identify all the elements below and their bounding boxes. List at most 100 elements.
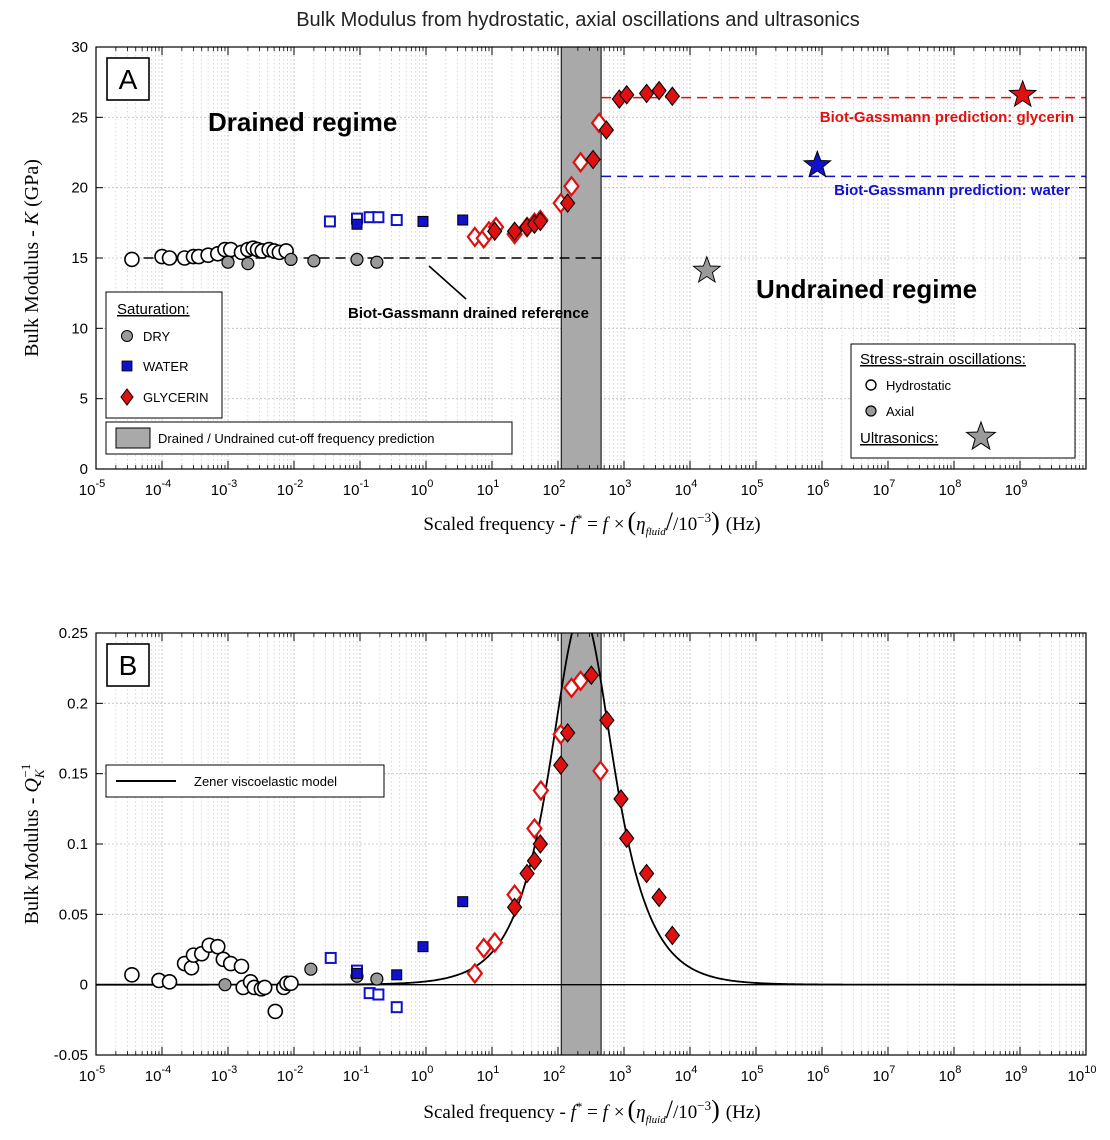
model-legend: Zener viscoelastic model xyxy=(105,764,385,798)
y-tick-label: 30 xyxy=(71,39,88,56)
x-tick-label: 108 xyxy=(939,478,962,499)
panel-a-label-box xyxy=(106,57,150,101)
glycerin-axial-point xyxy=(664,925,681,946)
panel-b-ylabel: Bulk Modulus - QK−1 xyxy=(18,764,47,925)
panel-a-reference-lines xyxy=(127,96,1086,259)
glycerin-axial-point xyxy=(506,221,523,242)
x-tick-label: 107 xyxy=(873,478,896,499)
glycerin-axial-point xyxy=(585,149,601,170)
legend-hydrostatic-label: Hydrostatic xyxy=(886,378,952,393)
glycerin-hydrostatic-point xyxy=(532,779,550,802)
y-tick-label: 0.15 xyxy=(59,766,88,783)
y-tick-label: 0.25 xyxy=(59,625,88,642)
x-tick-label: 106 xyxy=(807,1064,830,1085)
y-tick-label: 0.1 xyxy=(67,836,88,853)
glycerin-axial-point xyxy=(664,86,681,107)
legend-glycerin-marker xyxy=(120,388,134,406)
x-tick-label: 10-5 xyxy=(79,1064,105,1085)
x-tick-label: 1010 xyxy=(1068,1064,1097,1085)
x-tick-label: 101 xyxy=(477,1064,500,1085)
dry-hydrostatic-point xyxy=(161,250,178,266)
glycerin-axial-point xyxy=(583,665,600,686)
dry-axial-point xyxy=(307,254,321,268)
x-tick-label: 109 xyxy=(1005,478,1028,499)
dry-hydrostatic-point xyxy=(124,251,140,268)
water-axial-point xyxy=(457,896,469,908)
x-tick-label: 103 xyxy=(609,1064,632,1085)
cutoff-legend-label: Drained / Undrained cut-off frequency pr… xyxy=(158,431,435,446)
x-tick-label: 10-2 xyxy=(277,1064,303,1085)
dry-axial-point xyxy=(221,255,235,269)
glycerin-hydrostatic-point xyxy=(486,931,504,954)
panel-b-cutoff-band xyxy=(560,632,602,1056)
panel-b-label: B xyxy=(119,650,138,681)
dry-ultrasonics-point xyxy=(692,255,722,284)
legend-dry-label: DRY xyxy=(143,329,171,344)
cutoff-legend: Drained / Undrained cut-off frequency pr… xyxy=(105,421,513,455)
glycerin-ultrasonics-point xyxy=(1008,79,1038,108)
saturation-legend-title: Saturation: xyxy=(117,301,190,318)
legend-axial-marker xyxy=(865,405,877,417)
cutoff-legend-box xyxy=(105,421,513,455)
legend-glycerin-label: GLYCERIN xyxy=(143,390,209,405)
y-tick-label: 25 xyxy=(71,109,88,126)
glycerin-axial-point xyxy=(506,897,523,918)
y-tick-label: 10 xyxy=(71,320,88,337)
model-legend-label: Zener viscoelastic model xyxy=(194,774,337,789)
glycerin-axial-point xyxy=(599,710,615,731)
bg-water-label: Biot-Gassmann prediction: water xyxy=(834,182,1070,199)
glycerin-axial-point xyxy=(638,83,655,104)
panel-b-data-points xyxy=(124,665,681,1020)
drained-reference-pointer xyxy=(428,265,467,300)
x-tick-label: 109 xyxy=(1005,1064,1028,1085)
x-tick-label: 10-3 xyxy=(211,1064,237,1085)
dry-hydrostatic-point xyxy=(161,974,178,990)
panel-b-ticks: -0.05 0 0.05 0.1 0.15 0.2 0.25 10-5 10-4 10-3 10-2… xyxy=(54,625,1097,1085)
water-hydrostatic-point xyxy=(390,214,403,227)
water-axial-point xyxy=(351,218,363,230)
water-axial-point xyxy=(457,214,469,226)
x-tick-label: 107 xyxy=(873,1064,896,1085)
legend-water-marker xyxy=(121,360,133,372)
water-ultrasonics-point xyxy=(802,149,832,178)
cutoff-legend-swatch xyxy=(115,427,151,449)
glycerin-axial-point xyxy=(651,80,667,101)
dry-axial-point xyxy=(284,252,298,267)
dry-axial-point xyxy=(218,978,232,992)
legend-star-shape xyxy=(965,420,997,451)
y-tick-label: -0.05 xyxy=(54,1047,88,1064)
dry-hydrostatic-point xyxy=(209,938,226,955)
panel-a-ylabel: Bulk Modulus - K (GPa) xyxy=(21,159,43,357)
x-tick-label: 10-4 xyxy=(145,478,171,499)
panel-a-chart: 0 5 10 15 20 25 30 10-5 10-4 10-3 10-2 10-1 100 101 10… xyxy=(21,39,1087,538)
glycerin-hydrostatic-point xyxy=(526,817,543,840)
y-tick-label: 15 xyxy=(71,250,88,267)
x-tick-label: 106 xyxy=(807,478,830,499)
dry-hydrostatic-point xyxy=(267,1003,284,1020)
water-hydrostatic-point xyxy=(390,1001,403,1014)
x-tick-label: 108 xyxy=(939,1064,962,1085)
glycerin-hydrostatic-point xyxy=(572,151,589,174)
y-tick-label: 5 xyxy=(80,391,88,408)
panel-a-label: A xyxy=(119,64,138,95)
x-tick-label: 10-5 xyxy=(79,478,105,499)
glycerin-axial-point xyxy=(651,887,667,908)
dry-axial-point xyxy=(350,252,364,267)
dry-hydrostatic-point xyxy=(183,959,200,976)
glycerin-axial-point xyxy=(532,834,549,854)
legend-axial-label: Axial xyxy=(886,404,914,419)
dry-axial-point xyxy=(370,255,384,269)
panel-a-xlabel: Scaled frequency - f* = f ×(ηfluid//10−3… xyxy=(423,507,760,538)
dry-axial-point xyxy=(241,257,255,271)
dry-hydrostatic-point xyxy=(233,958,250,975)
undrained-regime-label: Undrained regime xyxy=(756,274,977,304)
water-hydrostatic-point xyxy=(372,211,385,224)
method-legend-title: Stress-strain oscillations: xyxy=(860,351,1026,368)
water-axial-point xyxy=(417,215,429,227)
glycerin-hydrostatic-point xyxy=(466,962,484,985)
panel-b-chart: -0.05 0 0.05 0.1 0.15 0.2 0.25 10-5 10-4 10-3 10-2… xyxy=(18,625,1097,1126)
x-tick-label: 104 xyxy=(675,1064,698,1085)
x-tick-label: 10-3 xyxy=(211,478,237,499)
drained-regime-label: Drained regime xyxy=(208,107,397,137)
